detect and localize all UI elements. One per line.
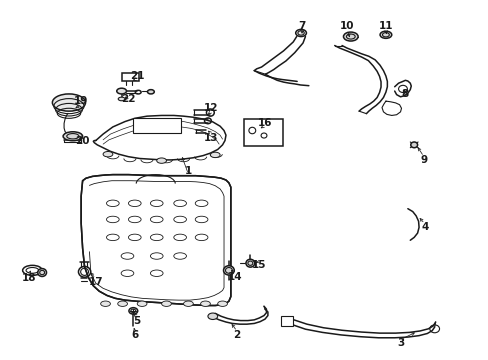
Text: 9: 9 [420, 155, 427, 165]
Ellipse shape [63, 132, 82, 141]
Text: 6: 6 [131, 330, 138, 340]
Text: 22: 22 [121, 94, 136, 104]
Ellipse shape [295, 30, 306, 37]
Text: 12: 12 [203, 103, 218, 113]
Ellipse shape [147, 90, 154, 94]
Ellipse shape [183, 301, 193, 306]
Text: 3: 3 [396, 338, 404, 348]
Bar [122, 73, 139, 81]
Ellipse shape [223, 266, 234, 275]
Ellipse shape [161, 301, 171, 306]
Text: 17: 17 [88, 277, 103, 287]
Ellipse shape [200, 301, 210, 306]
Bar [244, 119, 282, 146]
Ellipse shape [118, 301, 127, 306]
Bar [133, 118, 181, 133]
Text: 14: 14 [227, 272, 242, 282]
Bar [281, 316, 293, 326]
Text: 5: 5 [133, 316, 141, 325]
Text: 16: 16 [257, 118, 272, 128]
Ellipse shape [101, 301, 110, 306]
Text: 4: 4 [420, 222, 427, 231]
Ellipse shape [38, 269, 46, 276]
Text: 11: 11 [378, 21, 392, 31]
Ellipse shape [52, 94, 85, 111]
Ellipse shape [410, 142, 417, 148]
Ellipse shape [157, 158, 166, 163]
Ellipse shape [207, 313, 217, 319]
Ellipse shape [117, 88, 126, 94]
Text: 7: 7 [298, 21, 305, 31]
Text: 21: 21 [130, 71, 144, 81]
Text: 15: 15 [251, 260, 266, 270]
Text: 2: 2 [233, 330, 240, 340]
Text: 1: 1 [184, 166, 192, 176]
Ellipse shape [379, 31, 391, 39]
Ellipse shape [137, 301, 147, 306]
Polygon shape [81, 175, 230, 306]
Ellipse shape [103, 152, 113, 157]
Ellipse shape [343, 32, 357, 41]
Ellipse shape [210, 152, 220, 158]
Text: 13: 13 [203, 133, 218, 143]
Ellipse shape [118, 97, 125, 101]
Ellipse shape [245, 259, 254, 267]
Text: 19: 19 [74, 96, 88, 106]
Text: 10: 10 [339, 21, 353, 31]
Ellipse shape [217, 301, 227, 306]
Text: 20: 20 [75, 136, 90, 145]
Text: 18: 18 [21, 273, 36, 283]
Text: 8: 8 [401, 89, 408, 99]
